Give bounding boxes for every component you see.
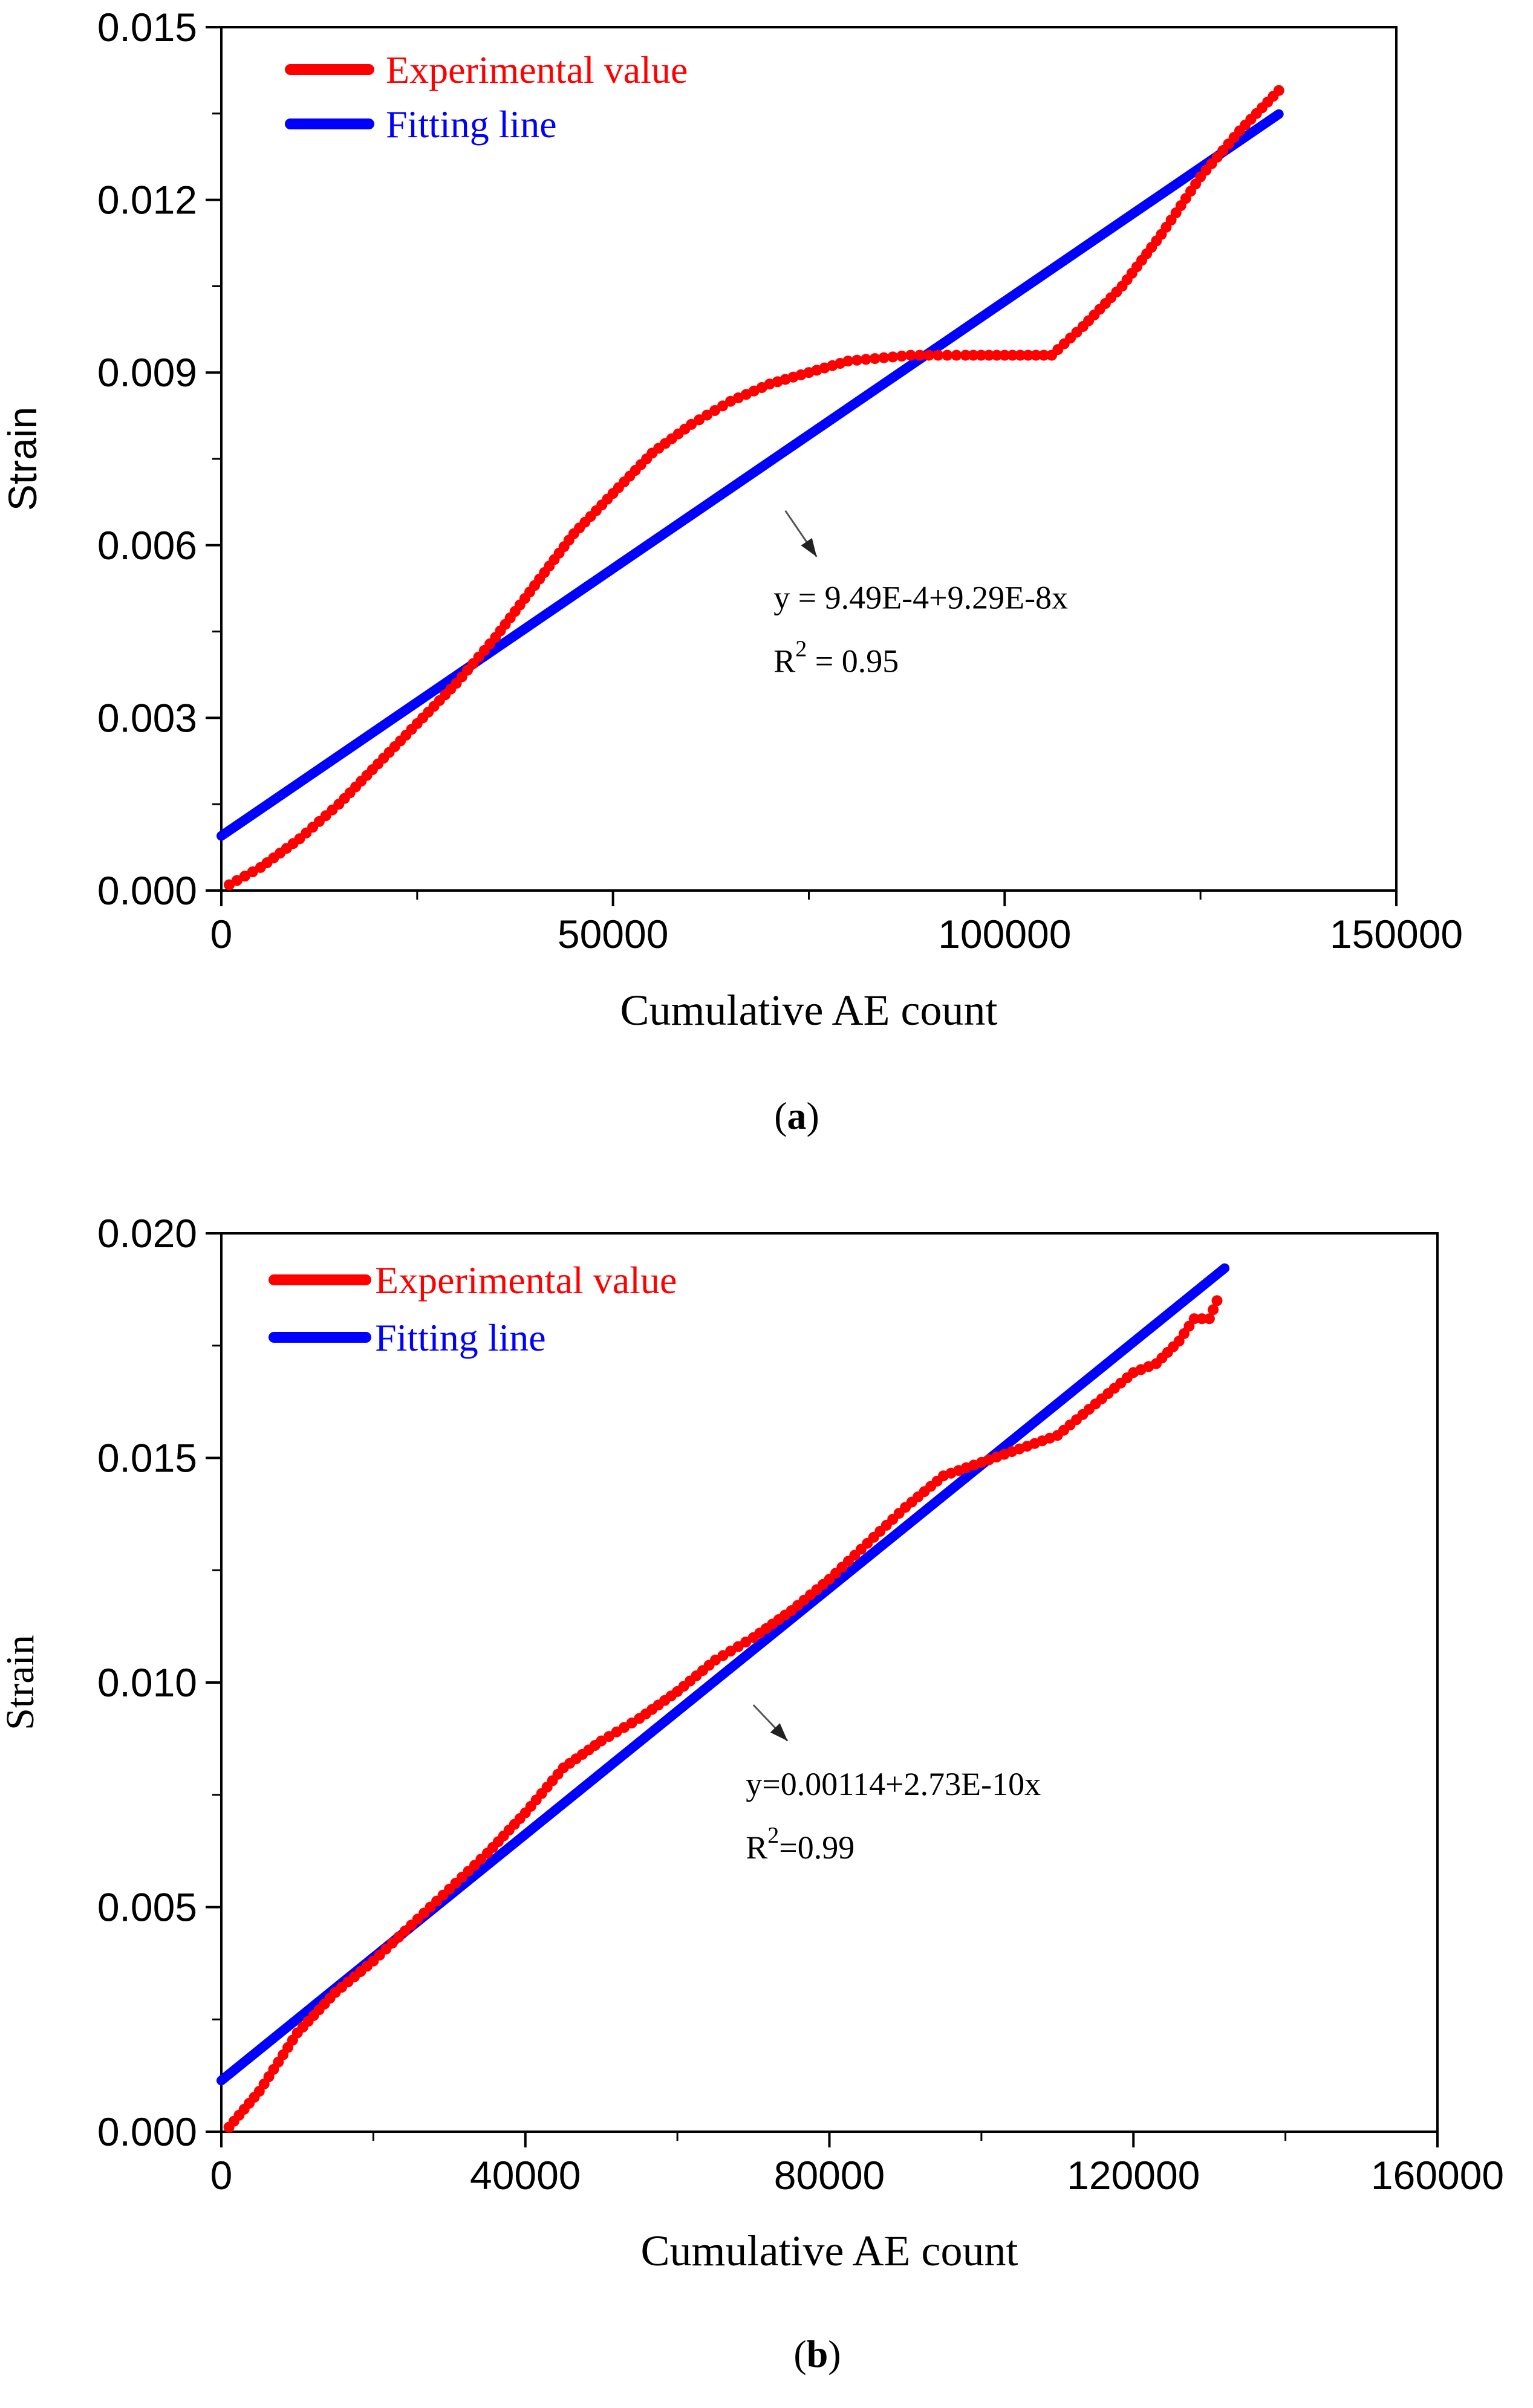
experimental-point (991, 349, 1003, 361)
x-tick-label: 50000 (558, 912, 669, 956)
y-tick-label: 0.020 (97, 1211, 197, 1256)
experimental-point (1211, 1295, 1223, 1306)
fit-equation: y = 9.49E-4+9.29E-8x (773, 580, 1068, 616)
y-tick-label: 0.005 (97, 1885, 197, 1930)
x-tick-label: 120000 (1067, 2153, 1200, 2198)
annotation-arrow-head (770, 1723, 788, 1741)
y-tick-label: 0.015 (97, 1436, 197, 1481)
experimental-point (968, 349, 979, 361)
y-tick-label: 0.009 (97, 350, 197, 395)
experimental-point (942, 349, 953, 361)
y-tick-label: 0.015 (97, 5, 197, 50)
y-axis-label: Strain (0, 407, 45, 511)
y-tick-label: 0.003 (97, 695, 197, 740)
panel-caption: (b) (793, 2332, 841, 2375)
x-tick-label: 100000 (938, 912, 1071, 956)
experimental-point (1208, 1304, 1219, 1316)
experimental-point (1023, 349, 1034, 361)
experimental-series (223, 1295, 1223, 2133)
experimental-point (887, 351, 899, 363)
r-squared-superscript: 2 (795, 637, 807, 662)
y-axis-label: Strain (0, 1635, 42, 1730)
legend-label-fitting: Fitting line (386, 103, 557, 146)
legend-label-experimental: Experimental value (386, 48, 688, 91)
x-axis-label: Cumulative AE count (641, 2227, 1018, 2275)
r-squared-symbol: R (746, 1829, 767, 1866)
x-axis-label: Cumulative AE count (620, 986, 998, 1034)
chart-a: 0 50000 100000 150000 0.000 0.003 0.006 0.009 0.… (0, 5, 1463, 1137)
experimental-point (842, 355, 854, 367)
r-squared-symbol: R (773, 643, 795, 680)
y-tick-label: 0.010 (97, 1660, 197, 1705)
experimental-point (1030, 349, 1042, 361)
panel-caption: (a) (774, 1094, 819, 1137)
experimental-point (878, 352, 890, 363)
experimental-point (983, 349, 995, 361)
experimental-point (1196, 1313, 1208, 1325)
experimental-series (224, 85, 1284, 891)
experimental-point (1007, 349, 1018, 361)
x-tick-label: 0 (210, 2153, 233, 2198)
x-tick-label: 80000 (774, 2153, 885, 2198)
experimental-point (869, 353, 880, 365)
experimental-point (1188, 1313, 1200, 1325)
x-tick-label: 40000 (470, 2153, 581, 2198)
experimental-point (860, 354, 871, 365)
y-tick-label: 0.006 (97, 523, 197, 568)
experimental-point (905, 349, 916, 361)
experimental-point (960, 349, 971, 361)
fit-r-squared: R2=0.99 (746, 1823, 854, 1866)
experimental-point (1273, 85, 1284, 96)
x-tick-label: 150000 (1330, 912, 1463, 956)
experimental-point (1015, 349, 1026, 361)
x-tick-label: 0 (210, 912, 233, 956)
experimental-point (1038, 349, 1050, 361)
plot-frame (220, 1232, 1439, 2133)
fit-equation: y=0.00114+2.73E-10x (746, 1766, 1041, 1802)
r-squared-value: =0.99 (779, 1829, 854, 1866)
caption-close: ) (828, 2332, 841, 2375)
experimental-point (975, 349, 987, 361)
fitting-line (216, 109, 1284, 841)
caption-letter: b (807, 2332, 828, 2375)
x-tick-label: 160000 (1371, 2153, 1504, 2198)
experimental-point (999, 349, 1011, 361)
r-squared-superscript: 2 (767, 1823, 779, 1848)
experimental-point (701, 409, 713, 421)
caption-close: ) (807, 1094, 819, 1137)
annotation-arrow-head (801, 537, 817, 557)
experimental-point (717, 400, 728, 412)
legend: Experimental value Fitting line (269, 1259, 677, 1359)
experimental-point (932, 349, 944, 361)
legend-label-fitting: Fitting line (375, 1316, 546, 1359)
caption-letter: a (787, 1094, 807, 1137)
r-squared-value: = 0.95 (807, 643, 899, 680)
experimental-point (914, 349, 925, 361)
y-tick-label: 0.012 (97, 178, 197, 222)
experimental-point (951, 349, 962, 361)
caption-open: ( (774, 1094, 787, 1137)
legend: Experimental value Fitting line (285, 48, 688, 146)
experimental-point (923, 349, 935, 361)
legend-label-experimental: Experimental value (375, 1259, 677, 1302)
experimental-point (851, 354, 863, 366)
chart-b: 0 40000 80000 120000 160000 0.000 0.005 0.010 0.… (0, 1211, 1504, 2375)
experimental-point (896, 351, 908, 362)
caption-open: ( (793, 2332, 806, 2375)
y-tick-label: 0.000 (97, 868, 197, 913)
experimental-point (1203, 1313, 1215, 1325)
fit-r-squared: R2 = 0.95 (773, 637, 899, 680)
experimental-point (686, 418, 697, 430)
y-tick-label: 0.000 (97, 2109, 197, 2154)
